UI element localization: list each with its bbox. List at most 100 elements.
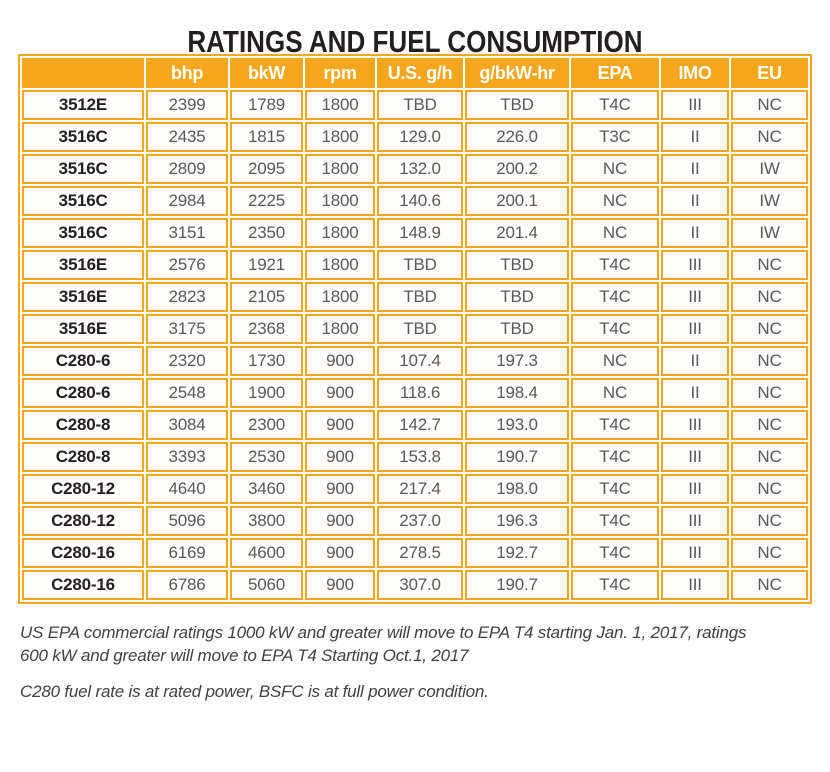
us-gh-cell: TBD	[377, 90, 463, 120]
imo-cell: II	[661, 346, 729, 376]
bkw-cell: 3800	[230, 506, 303, 536]
eu-cell: NC	[731, 90, 808, 120]
eu-cell: NC	[731, 538, 808, 568]
bkw-cell: 2300	[230, 410, 303, 440]
bhp-cell: 3151	[146, 218, 228, 248]
model-cell: C280-6	[22, 378, 144, 408]
g-bkw-hr-cell: 201.4	[465, 218, 569, 248]
rpm-cell: 900	[305, 506, 375, 536]
eu-cell: NC	[731, 442, 808, 472]
model-cell: C280-6	[22, 346, 144, 376]
g-bkw-hr-cell: 200.2	[465, 154, 569, 184]
rpm-cell: 1800	[305, 90, 375, 120]
us-gh-cell: 217.4	[377, 474, 463, 504]
table-row: C280-16 6169 4600 900 278.5 192.7 T4C III NC	[22, 538, 808, 568]
table-row: 3516E 2823 2105 1800 TBD TBD T4C III NC	[22, 282, 808, 312]
g-bkw-hr-cell: TBD	[465, 250, 569, 280]
imo-cell: II	[661, 154, 729, 184]
epa-cell: T4C	[571, 570, 659, 600]
imo-cell: III	[661, 410, 729, 440]
header-row: bhp bkW rpm U.S. g/h g/bkW-hr EPA IMO EU	[22, 58, 808, 88]
table-row: 3512E 2399 1789 1800 TBD TBD T4C III NC	[22, 90, 808, 120]
eu-cell: NC	[731, 410, 808, 440]
rpm-cell: 1800	[305, 250, 375, 280]
us-gh-cell: TBD	[377, 282, 463, 312]
epa-cell: T4C	[571, 282, 659, 312]
eu-cell: NC	[731, 570, 808, 600]
header-eu: EU	[731, 58, 808, 88]
bhp-cell: 2576	[146, 250, 228, 280]
rpm-cell: 900	[305, 442, 375, 472]
epa-cell: NC	[571, 186, 659, 216]
model-cell: 3516C	[22, 218, 144, 248]
g-bkw-hr-cell: TBD	[465, 314, 569, 344]
bkw-cell: 2225	[230, 186, 303, 216]
us-gh-cell: 148.9	[377, 218, 463, 248]
rpm-cell: 900	[305, 410, 375, 440]
header-model	[22, 58, 144, 88]
bhp-cell: 3175	[146, 314, 228, 344]
imo-cell: III	[661, 442, 729, 472]
epa-cell: T4C	[571, 410, 659, 440]
bkw-cell: 1730	[230, 346, 303, 376]
imo-cell: III	[661, 282, 729, 312]
header-g-bkw-hr: g/bkW-hr	[465, 58, 569, 88]
eu-cell: NC	[731, 378, 808, 408]
bkw-cell: 2368	[230, 314, 303, 344]
table-row: 3516E 3175 2368 1800 TBD TBD T4C III NC	[22, 314, 808, 344]
epa-cell: T3C	[571, 122, 659, 152]
g-bkw-hr-cell: TBD	[465, 90, 569, 120]
us-gh-cell: 129.0	[377, 122, 463, 152]
header-epa: EPA	[571, 58, 659, 88]
bkw-cell: 1789	[230, 90, 303, 120]
epa-cell: NC	[571, 154, 659, 184]
table-row: 3516C 2435 1815 1800 129.0 226.0 T3C II NC	[22, 122, 808, 152]
rpm-cell: 1800	[305, 314, 375, 344]
table-row: 3516C 2984 2225 1800 140.6 200.1 NC II IW	[22, 186, 808, 216]
bkw-cell: 1921	[230, 250, 303, 280]
eu-cell: NC	[731, 122, 808, 152]
epa-cell: T4C	[571, 314, 659, 344]
model-cell: 3516C	[22, 186, 144, 216]
g-bkw-hr-cell: 197.3	[465, 346, 569, 376]
page-title: RATINGS AND FUEL CONSUMPTION	[187, 24, 643, 59]
bhp-cell: 2823	[146, 282, 228, 312]
rpm-cell: 1800	[305, 282, 375, 312]
imo-cell: III	[661, 538, 729, 568]
g-bkw-hr-cell: 190.7	[465, 570, 569, 600]
header-bhp: bhp	[146, 58, 228, 88]
eu-cell: IW	[731, 186, 808, 216]
rpm-cell: 1800	[305, 186, 375, 216]
table-row: C280-12 4640 3460 900 217.4 198.0 T4C III NC	[22, 474, 808, 504]
model-cell: C280-12	[22, 474, 144, 504]
epa-cell: T4C	[571, 474, 659, 504]
model-cell: C280-8	[22, 442, 144, 472]
bkw-cell: 2105	[230, 282, 303, 312]
footnote-epa: US EPA commercial ratings 1000 kW and gr…	[20, 622, 812, 668]
g-bkw-hr-cell: 198.0	[465, 474, 569, 504]
epa-cell: NC	[571, 346, 659, 376]
us-gh-cell: TBD	[377, 250, 463, 280]
g-bkw-hr-cell: 200.1	[465, 186, 569, 216]
bhp-cell: 2399	[146, 90, 228, 120]
rpm-cell: 900	[305, 378, 375, 408]
bhp-cell: 2548	[146, 378, 228, 408]
imo-cell: II	[661, 186, 729, 216]
us-gh-cell: 278.5	[377, 538, 463, 568]
eu-cell: IW	[731, 154, 808, 184]
us-gh-cell: TBD	[377, 314, 463, 344]
bhp-cell: 2320	[146, 346, 228, 376]
bkw-cell: 2350	[230, 218, 303, 248]
rpm-cell: 900	[305, 538, 375, 568]
header-rpm: rpm	[305, 58, 375, 88]
table-row: C280-8 3393 2530 900 153.8 190.7 T4C III NC	[22, 442, 808, 472]
table-row: 3516C 3151 2350 1800 148.9 201.4 NC II IW	[22, 218, 808, 248]
bhp-cell: 5096	[146, 506, 228, 536]
footnote-epa-line1: US EPA commercial ratings 1000 kW and gr…	[20, 623, 747, 642]
epa-cell: T4C	[571, 90, 659, 120]
imo-cell: II	[661, 218, 729, 248]
header-imo: IMO	[661, 58, 729, 88]
us-gh-cell: 142.7	[377, 410, 463, 440]
model-cell: C280-16	[22, 538, 144, 568]
eu-cell: NC	[731, 474, 808, 504]
